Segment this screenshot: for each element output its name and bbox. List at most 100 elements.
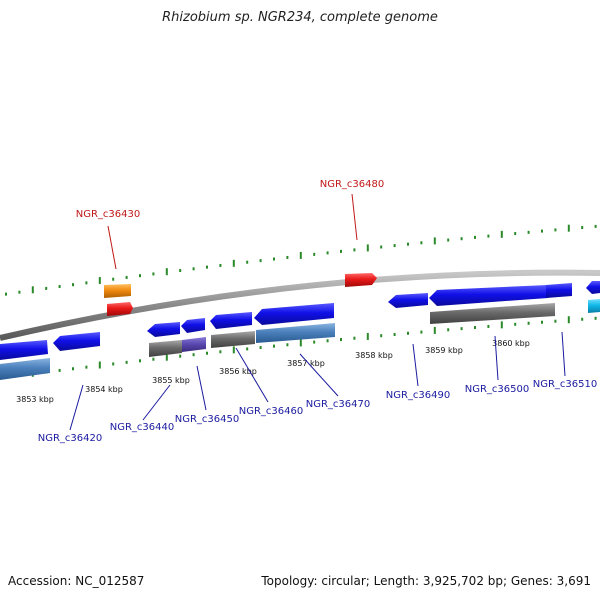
- minor-tick: [420, 241, 423, 245]
- gene-label-top[interactable]: NGR_c36430: [76, 209, 141, 220]
- major-tick: [31, 286, 34, 294]
- minor-tick: [58, 368, 61, 372]
- gene-label-bottom[interactable]: NGR_c36460: [239, 406, 304, 417]
- minor-tick: [192, 353, 195, 357]
- gene-bar[interactable]: [588, 299, 600, 313]
- gene-label-bottom[interactable]: NGR_c36420: [38, 433, 103, 444]
- gene-label-top[interactable]: NGR_c36480: [320, 179, 385, 190]
- gene-bar[interactable]: [182, 337, 206, 352]
- minor-tick: [353, 336, 356, 340]
- minor-tick: [554, 228, 557, 232]
- minor-tick: [447, 238, 450, 242]
- minor-tick: [353, 248, 356, 252]
- callout-line: [351, 193, 358, 241]
- major-tick: [366, 332, 369, 340]
- scale-label: 3854 kbp: [85, 385, 123, 394]
- gene-label-bottom[interactable]: NGR_c36490: [386, 390, 451, 401]
- minor-tick: [219, 350, 222, 354]
- minor-tick: [18, 290, 21, 294]
- scale-label: 3859 kbp: [425, 346, 463, 355]
- minor-tick: [58, 285, 61, 289]
- minor-tick: [45, 286, 48, 290]
- gene-label-bottom[interactable]: NGR_c36450: [175, 414, 240, 425]
- genome-stats-label: Topology: circular; Length: 3,925,702 bp…: [261, 574, 591, 588]
- scale-label: 3853 kbp: [16, 395, 54, 404]
- gene-bar[interactable]: [211, 331, 255, 348]
- cds-arrow[interactable]: [147, 322, 180, 337]
- major-tick: [98, 277, 101, 285]
- callout-lines-bottom: [69, 331, 566, 431]
- cds-arrow[interactable]: [0, 340, 48, 360]
- minor-tick: [179, 268, 182, 272]
- rna-feature-red[interactable]: [107, 302, 133, 316]
- minor-tick: [259, 259, 262, 263]
- major-tick: [165, 353, 168, 361]
- scale-label: 3857 kbp: [287, 359, 325, 368]
- gene-bar[interactable]: [0, 358, 50, 380]
- minor-tick: [447, 328, 450, 332]
- major-tick: [165, 268, 168, 276]
- gene-bar[interactable]: [256, 323, 335, 343]
- minor-tick: [273, 344, 275, 348]
- minor-tick: [594, 316, 597, 320]
- minor-tick: [581, 317, 584, 321]
- minor-tick: [487, 234, 490, 238]
- major-tick: [567, 224, 570, 232]
- rna-feature-orange[interactable]: [104, 284, 131, 298]
- minor-tick: [139, 359, 141, 363]
- minor-tick: [273, 257, 275, 261]
- cds-arrow[interactable]: [429, 285, 548, 306]
- minor-tick: [541, 229, 543, 233]
- minor-tick: [340, 249, 342, 253]
- minor-tick: [474, 326, 476, 330]
- cds-arrow[interactable]: [586, 281, 600, 294]
- scale-label: 3856 kbp: [219, 367, 257, 376]
- major-tick: [232, 259, 235, 267]
- minor-tick: [380, 245, 383, 249]
- gene-label-bottom[interactable]: NGR_c36440: [110, 422, 175, 433]
- minor-tick: [259, 346, 262, 350]
- minor-tick: [313, 252, 316, 256]
- major-tick: [98, 361, 101, 369]
- scale-label: 3858 kbp: [355, 351, 393, 360]
- minor-tick: [85, 281, 88, 285]
- gene-label-bottom[interactable]: NGR_c36470: [306, 399, 371, 410]
- minor-tick: [112, 362, 115, 366]
- minor-tick: [554, 319, 557, 323]
- minor-tick: [460, 327, 463, 331]
- gene-bar[interactable]: [149, 340, 182, 357]
- minor-tick: [125, 360, 128, 364]
- minor-tick: [313, 340, 316, 344]
- minor-tick: [514, 322, 517, 326]
- rna-feature-red[interactable]: [345, 273, 377, 287]
- minor-tick: [581, 226, 584, 230]
- minor-tick: [380, 334, 383, 338]
- gene-label-bottom[interactable]: NGR_c36500: [465, 384, 530, 395]
- minor-tick: [527, 321, 530, 325]
- gene-bar[interactable]: [430, 303, 555, 324]
- minor-tick: [514, 232, 517, 236]
- gene-label-bottom[interactable]: NGR_c36510: [533, 379, 598, 390]
- minor-tick: [487, 324, 490, 328]
- major-tick: [433, 326, 436, 334]
- cds-arrow[interactable]: [181, 318, 205, 333]
- minor-tick: [407, 242, 409, 246]
- cds-arrow[interactable]: [546, 283, 572, 298]
- minor-tick: [72, 283, 74, 287]
- minor-tick: [393, 332, 396, 336]
- minor-tick: [72, 367, 74, 371]
- cds-arrow[interactable]: [53, 332, 100, 351]
- minor-tick: [246, 260, 249, 264]
- minor-tick: [286, 343, 289, 347]
- outer-tick-track: [5, 224, 597, 296]
- cds-arrow[interactable]: [210, 312, 252, 329]
- minor-tick: [219, 263, 222, 267]
- major-tick: [500, 230, 503, 238]
- minor-tick: [474, 235, 476, 239]
- minor-tick: [420, 330, 423, 334]
- cds-arrow[interactable]: [388, 293, 428, 308]
- minor-tick: [246, 347, 249, 351]
- minor-tick: [594, 224, 597, 228]
- minor-tick: [340, 337, 342, 341]
- cds-arrow[interactable]: [254, 303, 334, 325]
